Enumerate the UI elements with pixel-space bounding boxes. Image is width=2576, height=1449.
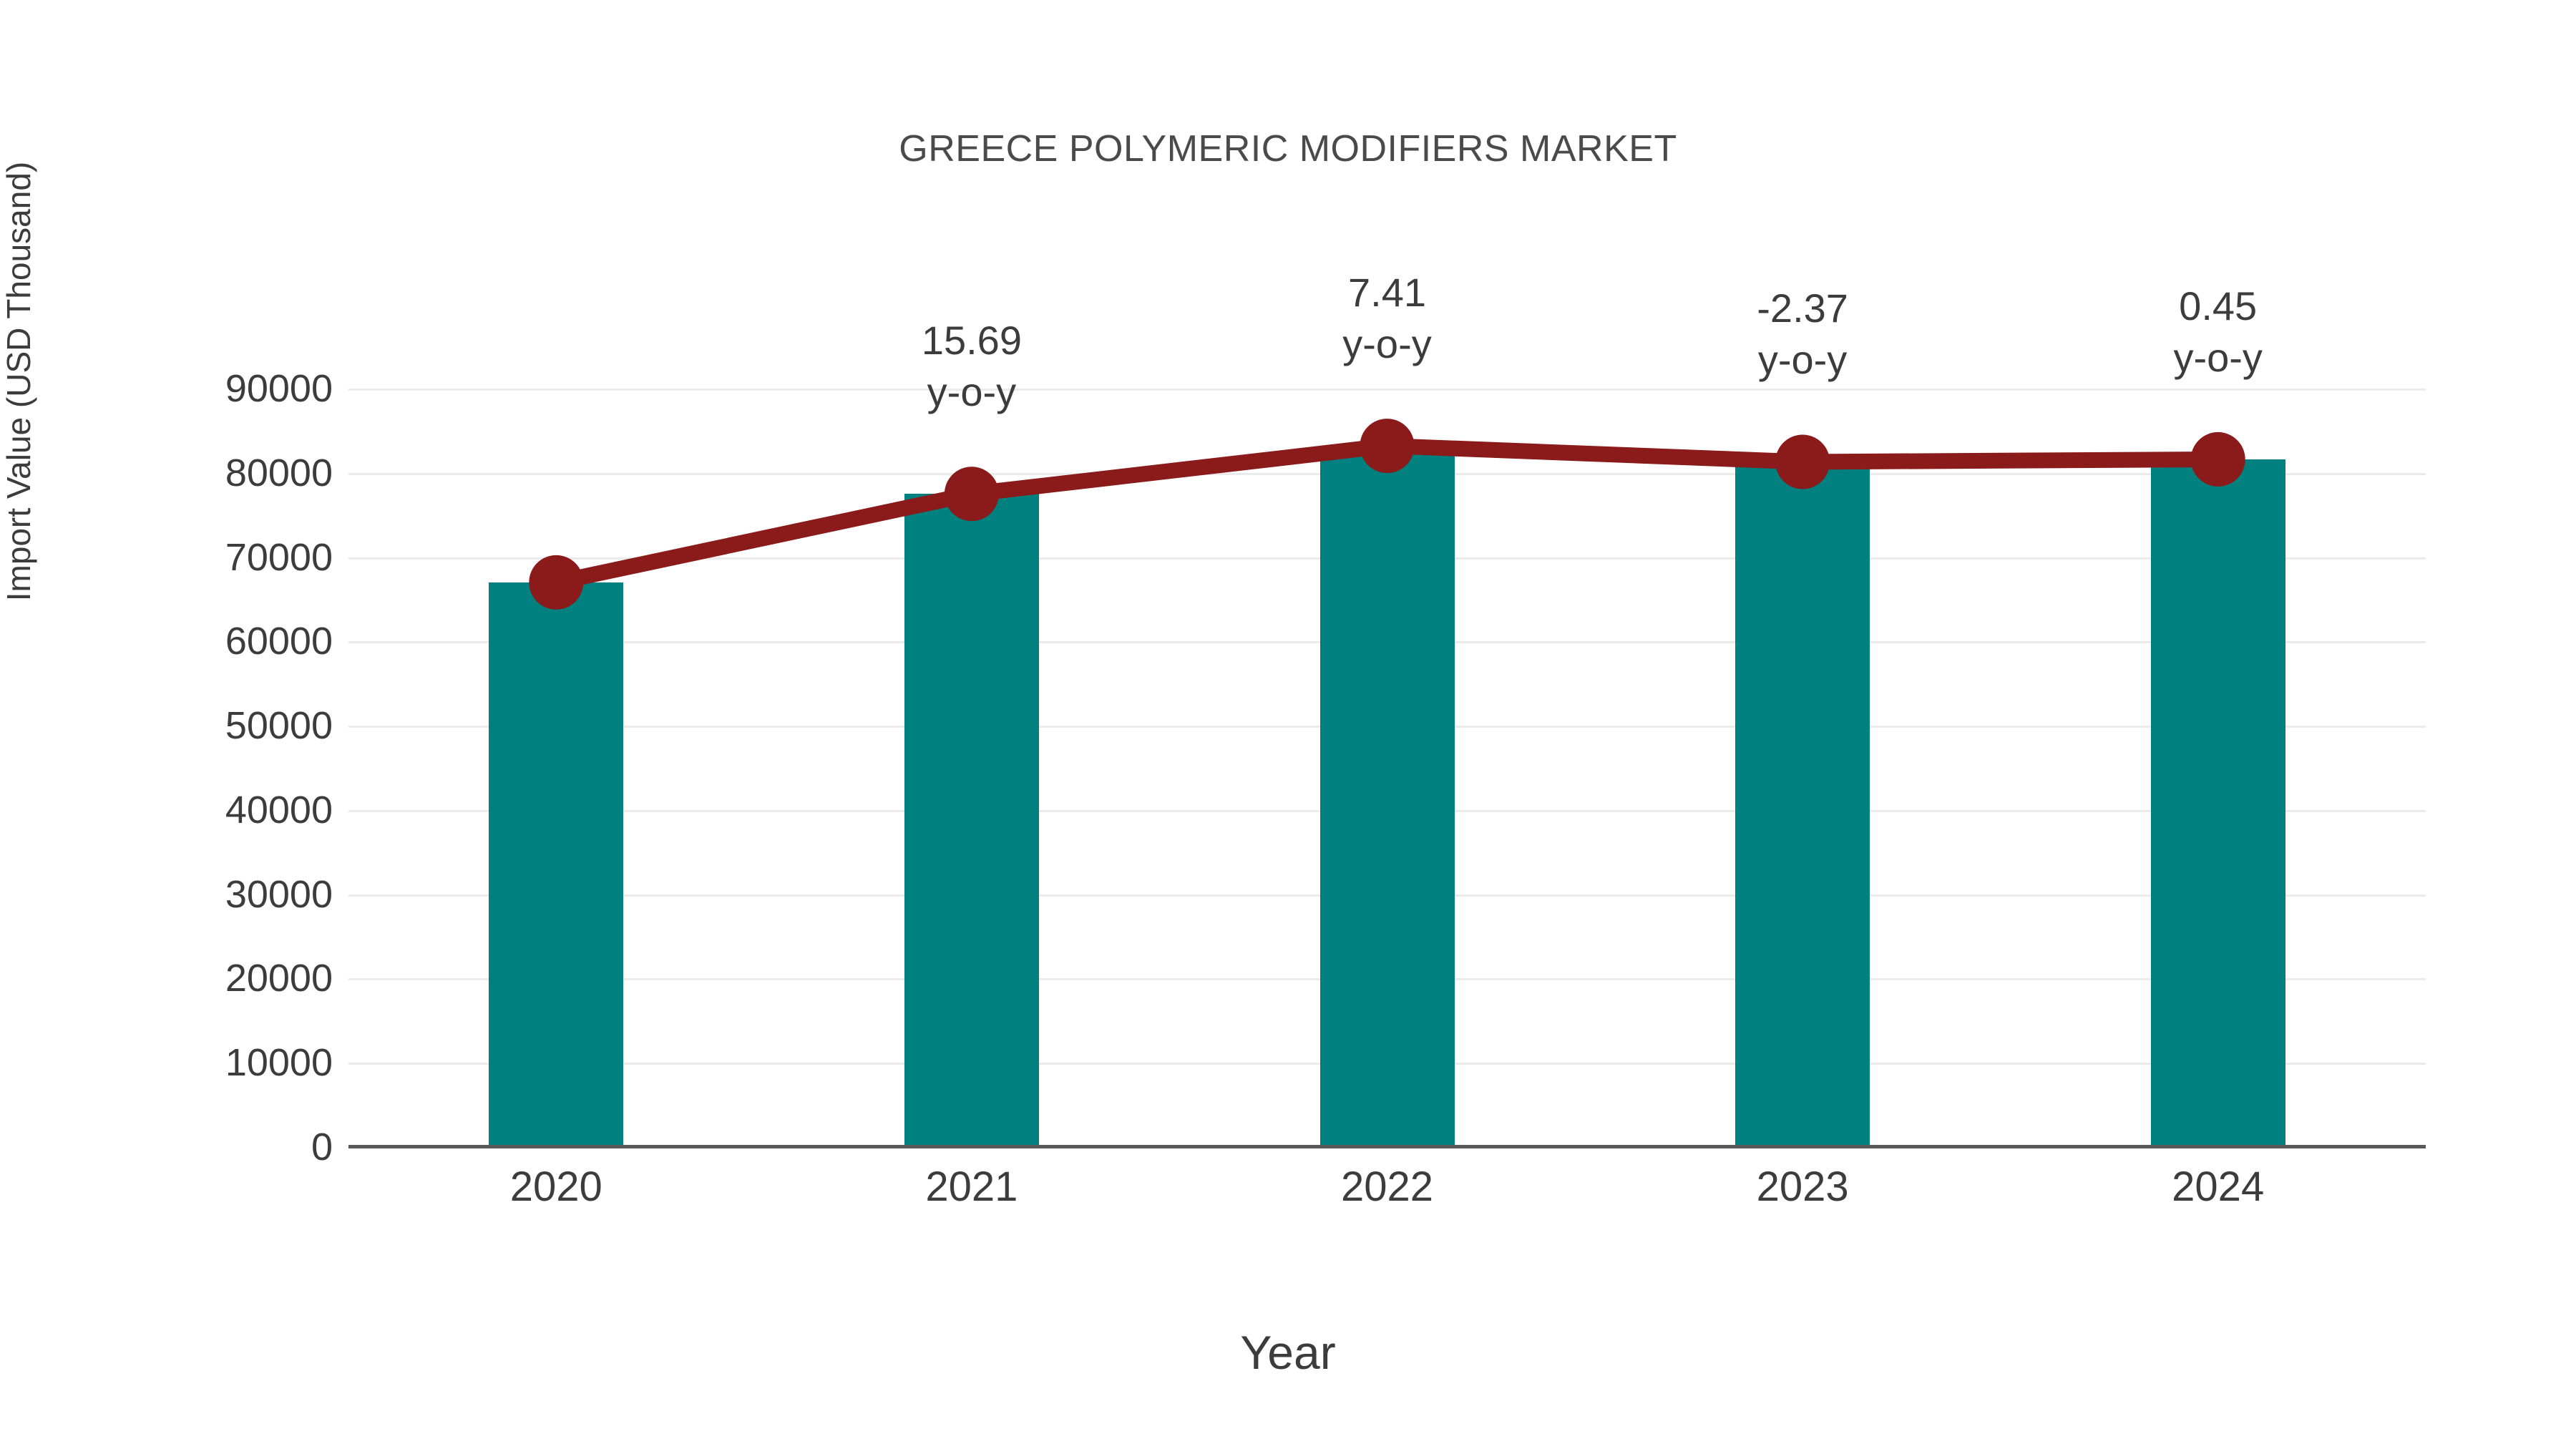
annotation-unit: y-o-y [2173, 334, 2263, 380]
annotation-unit: y-o-y [1757, 337, 1848, 383]
y-axis-tick-label: 40000 [225, 788, 333, 831]
yoy-annotation-2023: -2.37 y-o-y [1757, 283, 1848, 385]
annotation-value: 15.69 [921, 318, 1022, 364]
annotation-value: -2.37 [1757, 286, 1848, 331]
bar-2021[interactable] [904, 494, 1039, 1147]
y-axis-tick-label: 0 [311, 1126, 333, 1169]
y-axis-tick-label: 60000 [225, 620, 333, 663]
x-axis-tick-label: 2024 [2172, 1163, 2265, 1210]
bar-2023[interactable] [1735, 462, 1870, 1147]
bar-2022[interactable] [1319, 446, 1455, 1147]
x-axis-title: Year [1240, 1326, 1336, 1379]
y-axis-tick-label: 30000 [225, 872, 333, 916]
gridline [348, 389, 2426, 391]
yoy-annotation-2022: 7.41 y-o-y [1342, 267, 1431, 369]
y-axis-tick-label: 50000 [225, 704, 333, 748]
y-axis-tick-label: 70000 [225, 535, 333, 579]
x-axis-tick-label: 2022 [1340, 1163, 1434, 1210]
chart-title: GREECE POLYMERIC MODIFIERS MARKET [899, 128, 1677, 170]
x-axis-line [348, 1145, 2426, 1148]
x-axis-tick-label: 2021 [925, 1163, 1018, 1210]
annotation-unit: y-o-y [927, 369, 1017, 414]
x-axis-tick-label: 2023 [1756, 1163, 1849, 1210]
annotation-unit: y-o-y [1342, 321, 1432, 366]
bar-2020[interactable] [489, 582, 624, 1147]
plot-area: 0 10000 20000 30000 40000 50000 60000 70000 8000… [225, 369, 2426, 1166]
y-axis-tick-label: 80000 [225, 451, 333, 494]
annotation-value: 7.41 [1347, 270, 1426, 316]
annotation-value: 0.45 [2179, 283, 2258, 328]
y-axis-tick-label: 90000 [225, 367, 333, 410]
y-axis-title: Import Value (USD Thousand) [0, 161, 37, 602]
yoy-annotation-2021: 15.69 y-o-y [922, 315, 1022, 417]
y-axis-tick-label: 20000 [225, 957, 333, 1000]
y-axis-tick-label: 10000 [225, 1041, 333, 1085]
yoy-annotation-2024: 0.45 y-o-y [2173, 280, 2262, 383]
bar-2024[interactable] [2150, 459, 2285, 1147]
x-axis-tick-label: 2020 [509, 1163, 602, 1210]
